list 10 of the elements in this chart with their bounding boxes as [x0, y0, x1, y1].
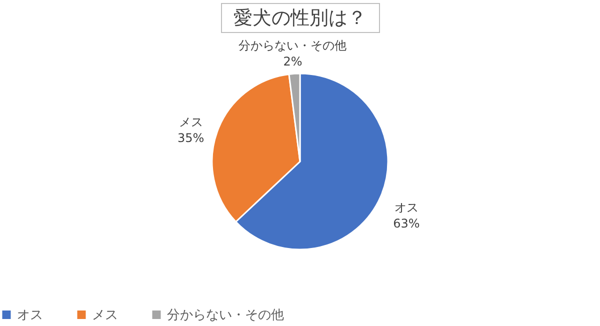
legend-label: メス: [92, 308, 118, 323]
data-label: 63%: [393, 216, 420, 231]
legend-label: オス: [17, 308, 43, 323]
slice-label: オス: [394, 200, 418, 215]
data-label: 35%: [178, 131, 204, 146]
slice-label: メス: [178, 115, 203, 130]
legend-label: 分からない・その他: [167, 308, 284, 323]
chart-title: 愛犬の性別は？: [220, 3, 380, 33]
data-label: 2%: [283, 54, 302, 69]
slice-label: 分からない・その他: [238, 38, 347, 53]
